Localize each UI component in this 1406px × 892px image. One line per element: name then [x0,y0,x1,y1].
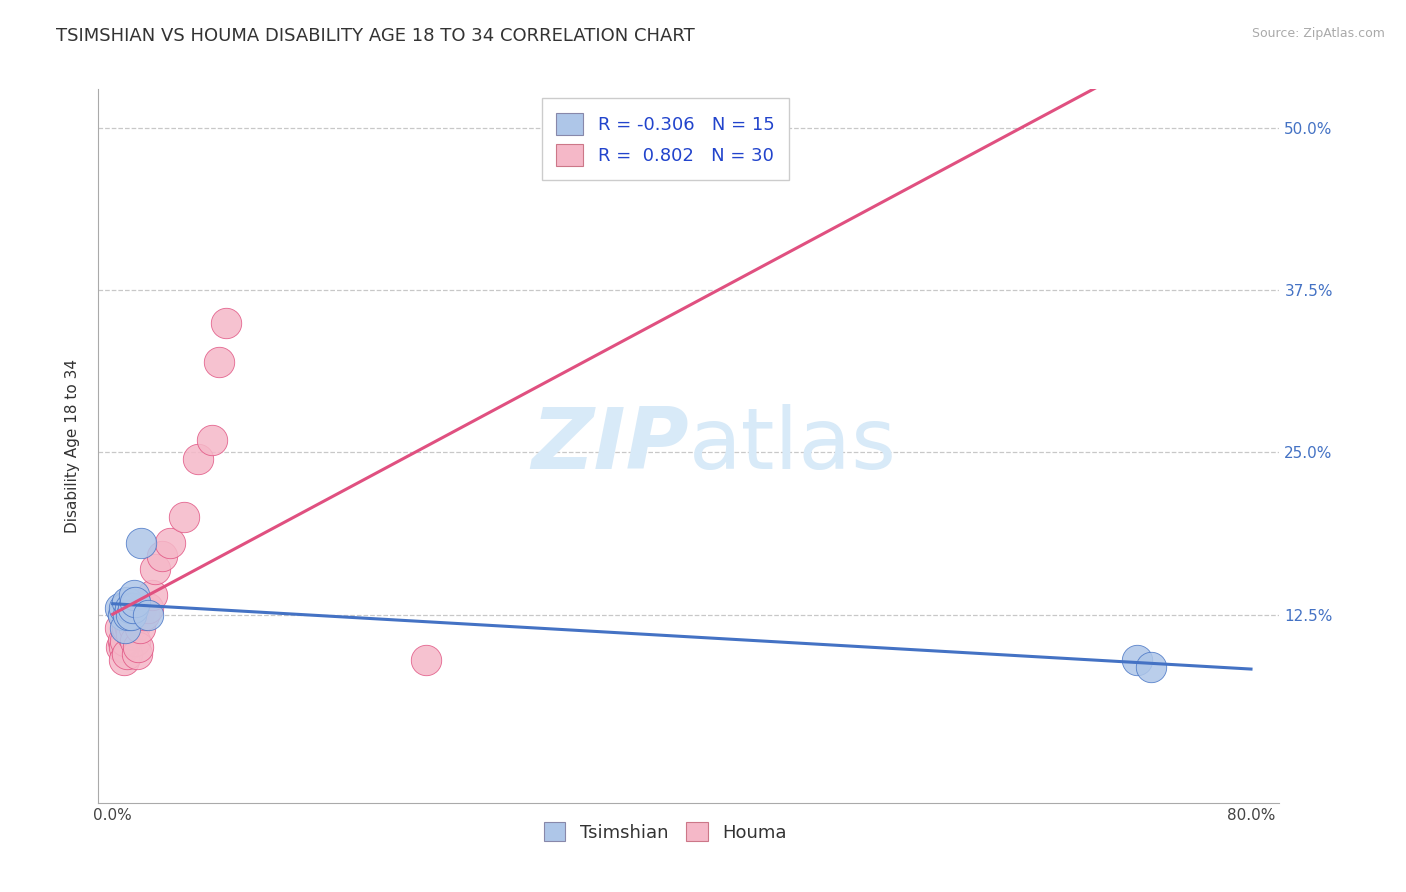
Point [111,633,134,648]
Point [132,607,155,622]
Point [115,647,138,661]
Point [120,607,142,622]
Point [118,601,141,615]
Point [143,562,166,576]
Point [120,627,142,641]
Point [159,536,181,550]
Point [112,601,135,615]
Legend: Tsimshian, Houma: Tsimshian, Houma [534,814,796,851]
Point [201,433,224,447]
Point [121,601,143,615]
Y-axis label: Disability Age 18 to 34: Disability Age 18 to 34 [65,359,80,533]
Point [141,588,163,602]
Point [112,653,135,667]
Point [108,601,131,615]
Point [1140,659,1163,673]
Point [215,316,238,330]
Point [127,640,149,654]
Point [136,607,159,622]
Point [1126,653,1149,667]
Point [118,621,141,635]
Point [117,614,139,628]
Point [110,640,132,654]
Point [208,354,231,368]
Point [122,588,145,602]
Text: TSIMSHIAN VS HOUMA DISABILITY AGE 18 TO 34 CORRELATION CHART: TSIMSHIAN VS HOUMA DISABILITY AGE 18 TO … [56,27,695,45]
Text: atlas: atlas [689,404,897,488]
Point [114,621,136,635]
Point [128,621,150,635]
Point [152,549,174,564]
Point [173,510,195,524]
Text: Source: ZipAtlas.com: Source: ZipAtlas.com [1251,27,1385,40]
Point [415,653,437,667]
Point [129,601,152,615]
Point [114,633,136,648]
Point [125,647,148,661]
Point [187,452,209,467]
Point [121,614,143,628]
Point [115,595,138,609]
Point [129,536,152,550]
Point [124,633,146,648]
Point [112,640,135,654]
Point [124,595,146,609]
Point [136,601,159,615]
Point [111,607,134,622]
Text: ZIP: ZIP [531,404,689,488]
Point [117,607,139,622]
Point [115,621,138,635]
Point [122,621,145,635]
Point [108,621,131,635]
